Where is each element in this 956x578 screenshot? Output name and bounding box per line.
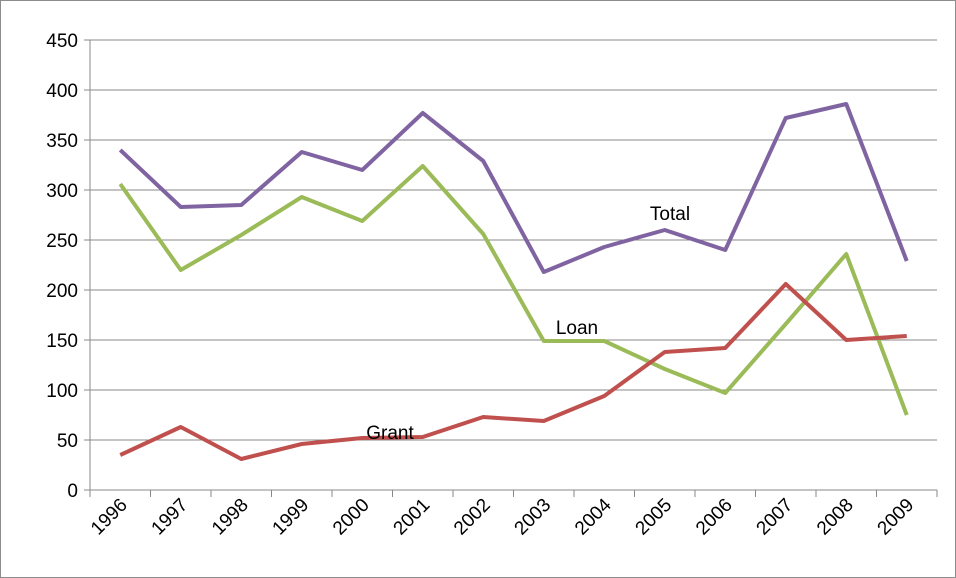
series-label: Loan	[556, 318, 598, 339]
series-label: Grant	[366, 423, 414, 444]
y-tick-label: 300	[46, 181, 78, 202]
y-tick-label: 100	[46, 381, 78, 402]
y-tick-label: 0	[67, 481, 78, 502]
y-tick-label: 50	[57, 431, 78, 452]
y-tick-label: 150	[46, 331, 78, 352]
y-tick-label: 250	[46, 231, 78, 252]
y-tick-label: 350	[46, 131, 78, 152]
series-line	[118, 164, 909, 416]
series-line	[118, 102, 909, 274]
y-tick-label: 450	[46, 31, 78, 52]
y-tick-label: 400	[46, 81, 78, 102]
series-label: Total	[650, 204, 690, 225]
series-line	[119, 282, 907, 461]
y-tick-label: 200	[46, 281, 78, 302]
